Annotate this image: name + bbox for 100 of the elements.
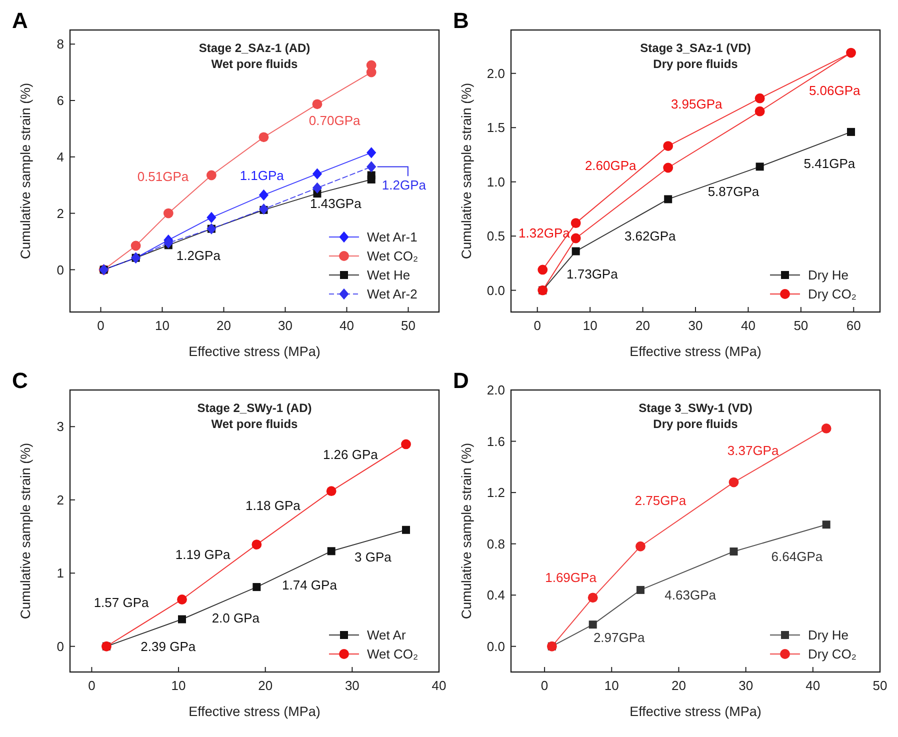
legend-label: Dry CO₂: [808, 286, 856, 302]
text: Stage 3_SWy-1 (VD): [638, 401, 752, 415]
point: [206, 212, 216, 224]
y-tick-label: 0.8: [486, 536, 505, 552]
point: [366, 161, 376, 172]
y-tick-label: 1.0: [486, 174, 505, 190]
point: [821, 423, 832, 434]
y-tick-label: 1.2: [486, 485, 505, 500]
annotation: 0.51GPa: [137, 169, 190, 184]
annotation: 4.63GPa: [664, 588, 717, 603]
x-tick-label: 10: [604, 678, 619, 693]
annotation: 3.37GPa: [727, 442, 780, 458]
point: [206, 170, 216, 180]
x-tick-label: 40: [806, 678, 820, 693]
x-tick-label: 40: [340, 318, 354, 333]
y-axis-title: Cumulative sample strain (%): [18, 82, 33, 260]
x-tick-label: 0: [534, 318, 541, 333]
point: [312, 182, 322, 194]
y-tick-label: 0: [56, 262, 64, 278]
annotation: 2.0 GPa: [212, 610, 260, 626]
point: [258, 132, 269, 142]
x-tick-label: 0: [540, 678, 548, 693]
point: [588, 620, 597, 629]
x-tick-label: 50: [872, 678, 888, 693]
point: [366, 147, 376, 158]
annotation: 1.19 GPa: [175, 547, 232, 562]
x-axis-title: Effective stress (MPa): [630, 704, 762, 719]
annotation: 5.06GPa: [808, 83, 862, 98]
annotation: 1.2GPa: [176, 248, 222, 264]
x-tick-label: 10: [155, 318, 170, 333]
annotation: 3 GPa: [354, 549, 392, 564]
text: C: [12, 368, 28, 393]
x-tick-label: 20: [636, 318, 650, 333]
x-tick-label: 0: [97, 318, 104, 333]
point: [366, 60, 376, 70]
annotation: 0.70GPa: [308, 112, 361, 128]
point: [538, 264, 548, 275]
y-tick-label: 0.5: [486, 228, 505, 244]
point: [258, 203, 269, 215]
point: [402, 526, 410, 534]
point: [367, 171, 376, 180]
y-tick-label: 0.0: [486, 282, 505, 298]
annotation: 1.18 GPa: [245, 498, 302, 514]
point: [570, 218, 581, 228]
x-axis-title: Effective stress (MPa): [630, 344, 762, 359]
x-tick-label: 10: [171, 678, 186, 693]
annotation: 3.95GPa: [670, 96, 724, 112]
point: [846, 48, 856, 58]
y-tick-label: 2.0: [486, 66, 505, 81]
y-tick-label: 3: [56, 419, 64, 434]
legend-label: Wet Ar-1: [367, 230, 418, 245]
y-tick-label: 1.5: [486, 120, 505, 136]
legend-label: Dry CO₂: [808, 646, 856, 662]
point: [163, 208, 174, 218]
point: [252, 583, 261, 592]
y-tick-label: 6: [56, 93, 64, 108]
point: [636, 541, 646, 552]
point: [326, 486, 336, 496]
legend-label: Wet CO₂: [367, 646, 418, 662]
text: Dry pore fluids: [653, 417, 738, 431]
annotation: 1.57 GPa: [94, 594, 150, 610]
x-tick-label: 30: [344, 678, 360, 693]
point: [664, 195, 672, 204]
annotation: 2.75GPa: [634, 492, 687, 508]
x-tick-label: 30: [738, 678, 754, 693]
x-tick-label: 50: [401, 318, 416, 333]
text: Stage 2_SWy-1 (AD): [197, 401, 312, 415]
x-tick-label: 30: [688, 318, 703, 333]
y-tick-label: 2: [56, 206, 64, 221]
x-tick-label: 50: [794, 318, 808, 333]
text: D: [453, 368, 469, 393]
point: [130, 240, 141, 251]
y-axis-title: Cumulative sample strain (%): [459, 442, 474, 620]
annotation: 5.87GPa: [708, 184, 760, 200]
x-tick-label: 10: [582, 318, 598, 333]
x-tick-label: 60: [846, 318, 861, 333]
annotation: 5.41GPa: [804, 156, 856, 171]
point: [728, 477, 739, 488]
y-tick-label: 2.0: [486, 382, 505, 398]
text: Dry pore fluids: [653, 57, 738, 71]
text: A: [12, 8, 28, 33]
point: [258, 189, 269, 201]
point: [756, 162, 764, 171]
y-tick-label: 1.6: [486, 434, 505, 449]
point: [847, 128, 856, 136]
x-axis-title: Effective stress (MPa): [188, 344, 320, 359]
annotation: 1.43GPa: [310, 196, 362, 211]
y-axis-title: Cumulative sample strain (%): [18, 442, 33, 620]
point: [312, 99, 322, 110]
x-tick-label: 40: [740, 318, 756, 333]
point: [312, 168, 322, 180]
annotation: 1.1GPa: [240, 168, 285, 183]
y-tick-label: 2: [56, 492, 64, 508]
annotation: 1.73GPa: [566, 266, 619, 282]
legend-label: Dry He: [808, 628, 848, 643]
annotation: 1.74 GPa: [282, 577, 338, 592]
point: [663, 141, 674, 152]
legend-label: Wet CO₂: [367, 248, 418, 264]
text: Stage 2_SAz-1 (AD): [198, 41, 310, 55]
text: Wet pore fluids: [211, 57, 298, 71]
